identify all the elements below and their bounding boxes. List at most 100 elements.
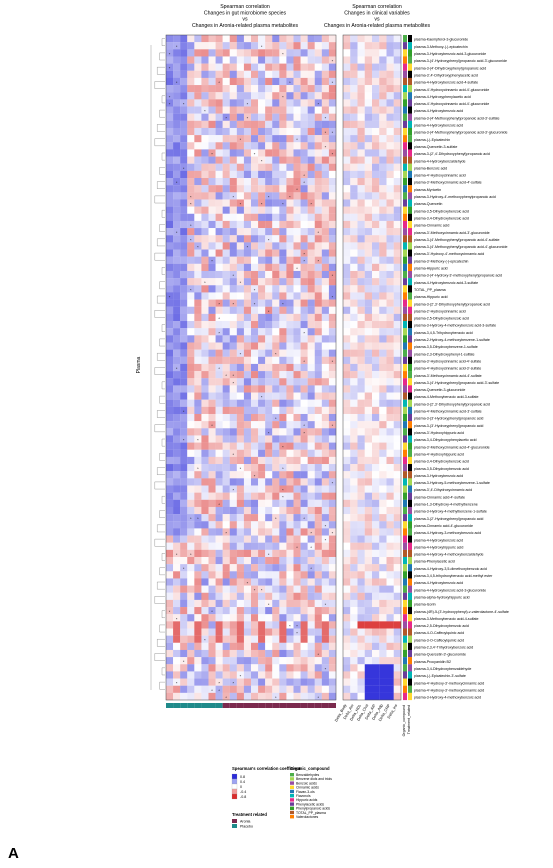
heat-cell — [314, 399, 322, 407]
heat-cell — [293, 692, 301, 701]
right-title-line: vs — [374, 17, 380, 23]
heat-cell — [201, 249, 209, 257]
heat-cell — [328, 664, 337, 672]
heat-cell — [272, 392, 280, 400]
heat-cell — [194, 106, 202, 114]
heat-cell — [243, 592, 252, 600]
heat-cell — [265, 385, 273, 393]
heat-cell — [364, 292, 373, 300]
heat-cell — [321, 321, 330, 329]
heat-cell — [364, 235, 373, 243]
heat-cell — [386, 392, 394, 400]
heat-cell — [173, 592, 181, 600]
compound-annotation-cell — [403, 692, 407, 701]
heat-cell — [201, 592, 209, 600]
heat-cell — [314, 249, 322, 257]
significance-mark: * — [318, 101, 320, 106]
heat-cell — [343, 428, 351, 436]
heat-cell — [357, 220, 365, 229]
heat-cell — [286, 485, 294, 493]
heat-cell — [187, 399, 195, 407]
heat-cell — [222, 163, 230, 171]
heat-cell — [229, 621, 237, 629]
heat-cell — [194, 385, 202, 393]
column-labels: Delta_BodyDelta_AerDelta_HDLDelta_CholDe… — [334, 703, 411, 737]
heat-cell — [379, 99, 387, 107]
heat-cell — [321, 406, 330, 415]
heat-cell — [307, 671, 315, 679]
heat-cell — [201, 185, 209, 193]
row-label: plasma-3-(4'-Methoxyphenyl)propanoic aci… — [414, 131, 507, 135]
heat-cell — [314, 464, 322, 472]
heat-cell — [236, 692, 245, 701]
heat-cell — [215, 328, 223, 336]
heat-cell — [300, 156, 308, 164]
heat-cell — [386, 585, 394, 593]
heat-cell — [307, 392, 315, 400]
heat-cell — [251, 385, 259, 393]
heat-cell — [251, 185, 259, 193]
heat-cell — [208, 413, 216, 422]
heat-cell — [300, 92, 308, 100]
heat-cell — [258, 349, 266, 357]
heat-cell — [251, 392, 259, 400]
heat-cell — [222, 206, 230, 214]
heat-cell — [265, 42, 273, 50]
heat-cell — [215, 614, 223, 622]
heat-cell — [222, 514, 230, 522]
heat-cell — [314, 371, 322, 379]
heat-cell — [222, 628, 230, 636]
heat-cell — [321, 99, 330, 107]
row-label: plasma-4'-Hydroxycinnamic acid — [414, 174, 466, 178]
heat-cell — [307, 270, 315, 279]
heat-cell — [272, 399, 280, 407]
heat-cell — [279, 149, 287, 157]
heat-cell — [379, 149, 387, 157]
heat-cell — [187, 621, 195, 629]
compound-annotation-cell — [408, 292, 412, 300]
significance-mark: * — [254, 588, 256, 593]
heat-cell — [321, 499, 330, 508]
heat-cell — [272, 671, 280, 679]
row-label: plasma-3'-Methoxy-(-)-epicatechin — [414, 259, 468, 263]
heat-cell — [321, 385, 330, 393]
heat-cell — [251, 299, 259, 307]
heat-cell — [328, 113, 337, 121]
heat-cell — [343, 92, 351, 100]
heat-cell — [343, 421, 351, 429]
heat-cell — [307, 192, 315, 200]
heat-cell — [251, 571, 259, 579]
heat-cell — [258, 599, 266, 608]
heat-cell — [321, 485, 330, 493]
compound-annotation-cell — [403, 478, 407, 486]
heat-cell — [357, 113, 365, 121]
heat-cell — [236, 549, 245, 558]
heat-cell — [208, 85, 216, 93]
heat-cell — [258, 249, 266, 257]
heat-cell — [293, 56, 301, 64]
heat-cell — [307, 349, 315, 357]
heat-cell — [307, 371, 315, 379]
significance-mark: * — [325, 666, 327, 671]
heat-cell — [173, 321, 181, 329]
heat-cell — [258, 120, 266, 129]
heat-cell — [328, 578, 337, 586]
dendrogram-branch — [161, 610, 165, 618]
row-label: plasma-4-Hydroxybenzoic acid-3-glucuroni… — [414, 588, 486, 592]
dendrogram-branch — [154, 424, 165, 433]
heat-cell — [265, 521, 273, 529]
heat-cell — [229, 42, 237, 50]
compound-annotation-cell — [403, 213, 407, 222]
heat-cell — [251, 464, 259, 472]
heat-cell — [328, 657, 337, 665]
heat-cell — [372, 213, 380, 222]
heat-cell — [194, 42, 202, 50]
heat-cell — [180, 657, 188, 665]
heat-cell — [357, 556, 365, 565]
heat-cell — [357, 256, 365, 264]
heat-cell — [321, 578, 330, 586]
heat-cell — [328, 592, 337, 600]
heat-cell — [357, 549, 365, 558]
heat-cell — [236, 170, 245, 179]
heat-cell — [279, 378, 287, 386]
